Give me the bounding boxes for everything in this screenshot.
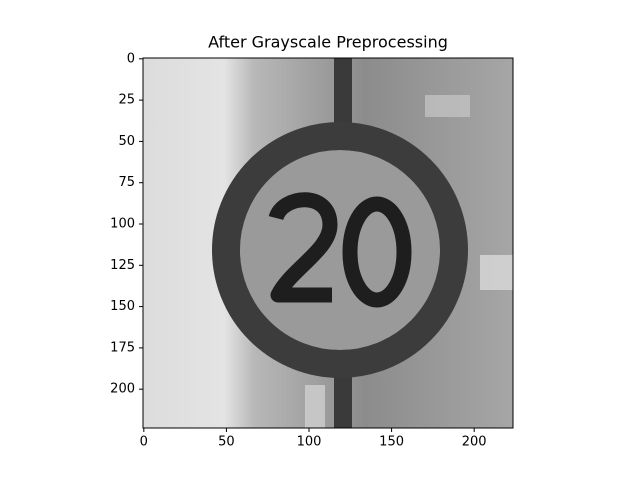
y-tick-label: 200 — [110, 382, 135, 397]
y-tick-label: 50 — [118, 134, 135, 149]
x-tick-label: 0 — [140, 435, 148, 450]
x-tick-label: 150 — [379, 435, 404, 450]
y-tick-label: 0 — [127, 51, 135, 66]
x-tick-label: 100 — [297, 435, 322, 450]
x-tick-label: 200 — [462, 435, 487, 450]
y-tick-label: 125 — [110, 258, 135, 273]
axes-frame — [142, 57, 514, 429]
y-tick-label: 25 — [118, 93, 135, 108]
y-tick-label: 75 — [118, 175, 135, 190]
y-tick-label: 150 — [110, 299, 135, 314]
chart-title: After Grayscale Preprocessing — [208, 33, 448, 52]
y-tick-label: 100 — [110, 217, 135, 232]
image — [143, 58, 513, 428]
x-tick-label: 50 — [218, 435, 235, 450]
y-tick-label: 175 — [110, 340, 135, 355]
